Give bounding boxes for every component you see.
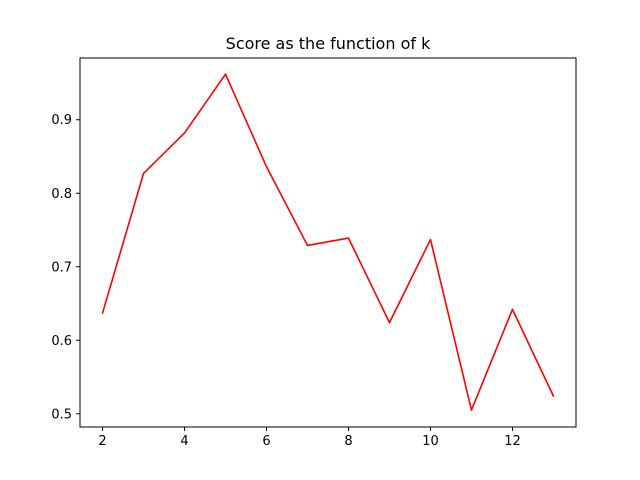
y-tick-label: 0.7 xyxy=(51,260,72,275)
y-tick-label: 0.8 xyxy=(51,187,72,202)
data-point xyxy=(347,237,350,239)
data-point xyxy=(429,238,432,241)
data-point xyxy=(306,244,309,247)
y-tick-label: 0.9 xyxy=(51,113,72,128)
x-tick-label: 4 xyxy=(180,434,188,449)
x-tick-label: 10 xyxy=(422,434,439,449)
y-tick-label: 0.6 xyxy=(51,334,72,349)
series-line-0 xyxy=(101,73,555,411)
plot-frame xyxy=(79,57,577,428)
x-tick-label: 12 xyxy=(504,434,521,449)
x-axis: 2 4 6 8 10 12 xyxy=(98,427,521,449)
y-tick-label: 0.5 xyxy=(51,407,72,422)
chart-title: Score as the function of k xyxy=(226,34,431,53)
data-point xyxy=(388,321,391,324)
data-point xyxy=(183,132,186,134)
x-tick-label: 8 xyxy=(344,434,352,449)
data-point xyxy=(142,172,145,175)
y-axis: 0.5 0.6 0.7 0.8 0.9 xyxy=(51,113,80,422)
data-point xyxy=(101,312,104,314)
data-point xyxy=(552,395,555,397)
data-point xyxy=(265,165,268,168)
series-layer xyxy=(101,73,555,411)
x-tick-label: 2 xyxy=(98,434,106,449)
data-point xyxy=(470,409,473,411)
data-point xyxy=(511,308,514,311)
data-point xyxy=(224,73,227,75)
x-tick-label: 6 xyxy=(262,434,270,449)
